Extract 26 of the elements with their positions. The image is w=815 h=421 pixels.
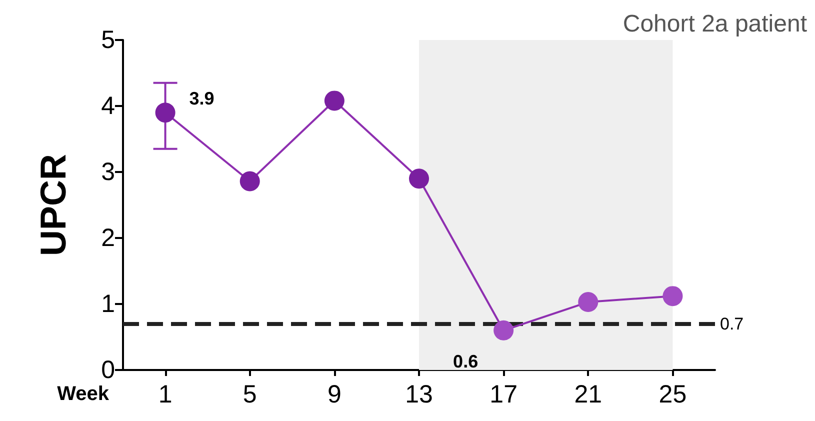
point — [324, 90, 344, 111]
y-tick-label: 4 — [101, 92, 116, 120]
point — [578, 292, 598, 312]
ref-line-label: 0.7 — [720, 314, 744, 334]
point — [240, 171, 260, 192]
data-label: 3.9 — [189, 88, 214, 109]
y-tick-label: 2 — [101, 224, 115, 252]
point — [155, 102, 176, 123]
x-tick-label: 1 — [158, 380, 172, 408]
point — [662, 286, 683, 306]
y-tick-label: 3 — [101, 158, 115, 186]
text: Cohort 2a patient — [622, 10, 808, 38]
data-label: 0.6 — [453, 351, 478, 372]
x-tick-label: 25 — [658, 380, 687, 408]
x-tick-label: 17 — [490, 380, 518, 408]
y-axis-title: UPCR — [32, 154, 74, 256]
x-tick-label: 9 — [327, 380, 342, 408]
x-tick-label: 13 — [405, 380, 433, 408]
y-tick-label: 1 — [101, 290, 115, 318]
y-tick-label: 0 — [101, 356, 115, 384]
point — [409, 168, 429, 189]
x-tick-label: 5 — [242, 380, 257, 408]
point — [494, 320, 514, 340]
y-tick-label: 5 — [101, 26, 115, 54]
x-tick-label: 21 — [574, 380, 602, 408]
x-axis-title: Week — [57, 383, 110, 405]
